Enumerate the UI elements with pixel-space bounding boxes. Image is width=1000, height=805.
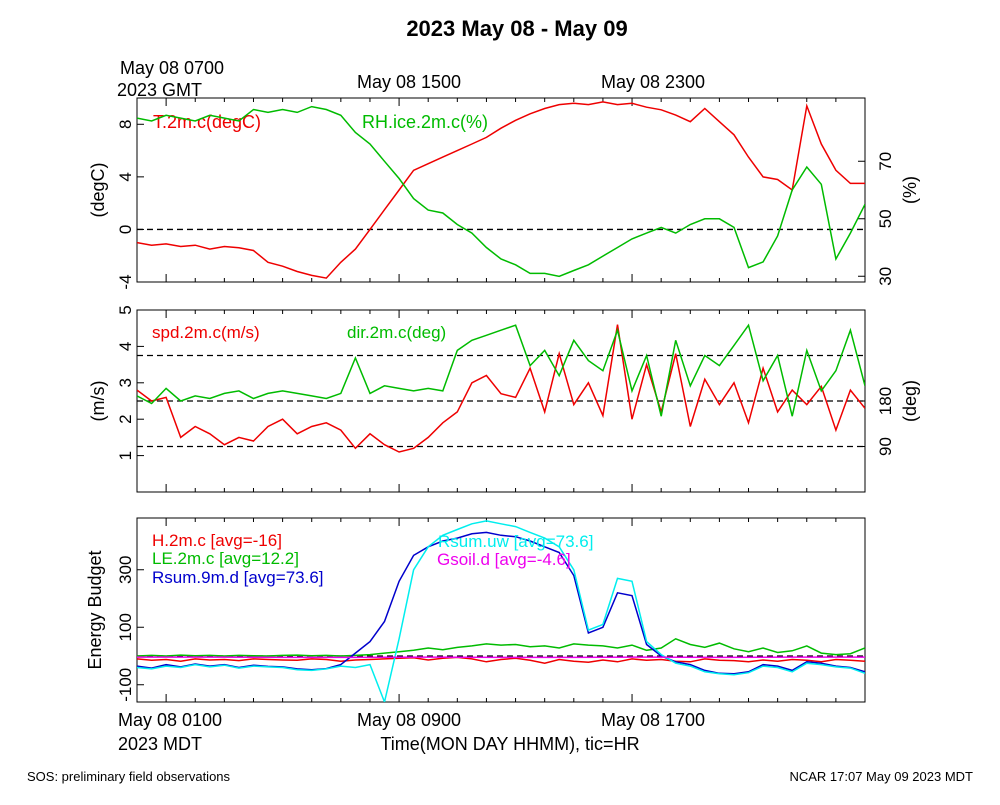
legend-entry-3: Rsum.uw [avg=73.6]: [438, 532, 593, 551]
bottom-time-label-1: May 08 0900: [357, 710, 461, 730]
bottom-time-label-2: May 08 1700: [601, 710, 705, 730]
bottom-zone-label: 2023 MDT: [118, 734, 202, 754]
y-right-tick-label: 90: [876, 437, 895, 456]
x-axis-label: Time(MON DAY HHMM), tic=HR: [380, 734, 639, 754]
series-line-1: [137, 639, 865, 656]
panel-temperature-humidity: -4 0 4 8 30 50 70 (degC) (%) T.2m.c(degC) RH.ice.2…: [88, 98, 920, 290]
y-tick-label: 300: [116, 556, 135, 584]
legend-entry-1: dir.2m.c(deg): [347, 323, 446, 342]
footer-left: SOS: preliminary field observations: [27, 769, 231, 784]
y-axis-label: Energy Budget: [85, 550, 105, 669]
legend-entry-0: spd.2m.c(m/s): [152, 323, 260, 342]
y-right-tick-label: 50: [876, 209, 895, 228]
y-right-axis-label: (%): [900, 176, 920, 204]
y-tick-label: 3: [116, 378, 135, 387]
y-tick-label: 1: [116, 451, 135, 460]
y-tick-label: 4: [116, 342, 135, 351]
y-right-tick-label: 180: [876, 387, 895, 415]
y-tick-label: -100: [116, 668, 135, 702]
y-tick-label: 8: [116, 120, 135, 129]
top-zone-label: 2023 GMT: [117, 80, 202, 100]
y-right-axis-label: (deg): [900, 380, 920, 422]
y-right-tick-label: 70: [876, 152, 895, 171]
bottom-time-label-0: May 08 0100: [118, 710, 222, 730]
series-line-0: [137, 657, 865, 663]
y-tick-label: 2: [116, 414, 135, 423]
panels: -4 0 4 8 30 50 70 (degC) (%) T.2m.c(degC) RH.ice.2…: [85, 98, 920, 702]
y-right-tick-label: 30: [876, 267, 895, 286]
top-time-label-2: May 08 2300: [601, 72, 705, 92]
panel-wind: 1 2 3 4 5 90 180 (m/s) (deg) spd.2m.c(m/s) dir.2m.…: [88, 305, 920, 492]
legend-entry-0: H.2m.c [avg=-16]: [152, 531, 282, 550]
footer-right: NCAR 17:07 May 09 2023 MDT: [789, 769, 973, 784]
top-time-label-0: May 08 0700: [120, 58, 224, 78]
y-tick-label: -4: [116, 274, 135, 289]
series-line-1: [137, 107, 865, 277]
legend-entry-2: Rsum.9m.d [avg=73.6]: [152, 568, 324, 587]
legend-entry-4: Gsoil.d [avg=-4.6]: [437, 550, 571, 569]
panel-energy-budget: -100 100 300 Energy Budget H.2m.c [avg=-16]L…: [85, 518, 865, 702]
y-tick-label: 5: [116, 305, 135, 314]
legend-entry-0: T.2m.c(degC): [153, 112, 261, 132]
y-axis-label: (degC): [88, 162, 108, 217]
y-axis-label: (m/s): [88, 381, 108, 422]
y-tick-label: 4: [116, 172, 135, 181]
page-title: 2023 May 08 - May 09: [406, 16, 627, 41]
legend-entry-1: RH.ice.2m.c(%): [362, 112, 488, 132]
y-tick-label: 0: [116, 225, 135, 234]
series-line-0: [137, 325, 865, 452]
legend-entry-1: LE.2m.c [avg=12.2]: [152, 549, 299, 568]
y-tick-label: 100: [116, 613, 135, 641]
top-time-label-1: May 08 1500: [357, 72, 461, 92]
